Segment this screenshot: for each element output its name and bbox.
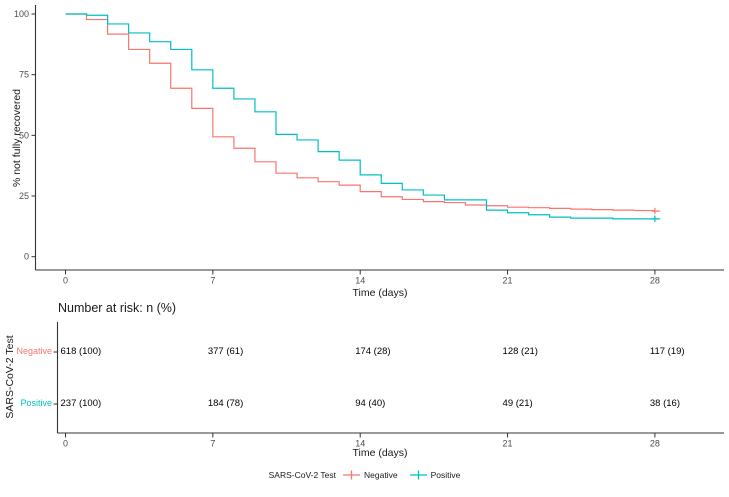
y-tick-label: 50: [19, 130, 29, 140]
x-tick-label: 14: [355, 276, 365, 286]
risk-x-tick-label: 0: [63, 439, 68, 449]
risk-value: 49 (21): [502, 398, 533, 409]
y-axis-title: % not fully recovered: [11, 88, 23, 188]
risk-value: 377 (61): [207, 346, 244, 357]
risk-table-axis-title: SARS-CoV-2 Test: [4, 335, 16, 419]
risk-row-label-positive: Positive: [20, 398, 52, 408]
plot-legend: SARS-CoV-2 Test Negative Positive: [0, 470, 729, 480]
legend-item-label: Positive: [430, 470, 461, 480]
x-axis-title: Time (days): [352, 287, 408, 299]
x-tick-label: 28: [650, 276, 660, 286]
risk-x-tick-label: 28: [650, 439, 660, 449]
legend-title: SARS-CoV-2 Test: [268, 470, 337, 480]
risk-x-tick-label: 7: [210, 439, 215, 449]
y-tick-label: 75: [19, 70, 29, 80]
legend-item-label: Negative: [364, 470, 398, 480]
risk-value: 237 (100): [60, 398, 102, 409]
y-tick-label: 100: [14, 9, 29, 19]
risk-value: 128 (21): [502, 346, 538, 357]
risk-value: 184 (78): [207, 398, 244, 409]
risk-value: 618 (100): [60, 346, 102, 357]
risk-value: 38 (16): [649, 398, 680, 409]
risk-x-tick-label: 21: [503, 439, 513, 449]
risk-x-tick-label: 14: [355, 439, 365, 449]
legend-item-negative: Negative: [343, 470, 398, 480]
risk-value: 117 (19): [649, 346, 685, 357]
risk-table-title: Number at risk: n (%): [58, 301, 177, 315]
y-tick-label: 25: [19, 191, 29, 201]
legend-key-icon: [409, 470, 427, 480]
censor-mark-positive: [651, 215, 659, 223]
km-curve-positive: [65, 13, 661, 220]
legend-key-icon: [343, 470, 361, 480]
km-curve-negative: [65, 13, 661, 212]
legend-items: Negative Positive: [343, 470, 460, 480]
legend-item-positive: Positive: [409, 470, 461, 480]
risk-value: 174 (28): [355, 346, 391, 357]
x-tick-label: 7: [210, 276, 215, 286]
x-tick-label: 21: [503, 276, 513, 286]
risk-x-axis-title: Time (days): [352, 447, 408, 459]
censor-mark-negative: [651, 207, 659, 215]
risk-value: 94 (40): [355, 398, 386, 409]
y-tick-label: 0: [24, 252, 29, 262]
risk-row-label-negative: Negative: [16, 346, 52, 356]
x-tick-label: 0: [63, 276, 68, 286]
